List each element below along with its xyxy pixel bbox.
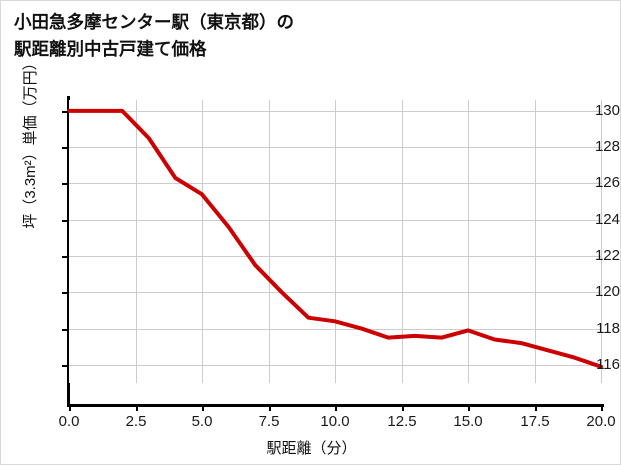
x-tick-mark (69, 405, 71, 411)
x-axis-label: 駅距離（分） (266, 440, 357, 457)
y-tick-mark (62, 256, 68, 258)
y-tick-mark (62, 329, 68, 331)
plot-area (67, 100, 603, 383)
x-tick-label: 7.5 (258, 413, 280, 430)
y-tick-label: 116 (596, 356, 620, 373)
y-tick-label: 128 (594, 138, 620, 155)
line-series-svg (67, 108, 603, 369)
price-line (67, 108, 603, 369)
x-tick-mark (601, 405, 603, 411)
y-tick-label: 124 (594, 211, 620, 228)
y-tick-mark (62, 292, 68, 294)
x-tick-label: 2.5 (125, 413, 147, 430)
chart-title: 小田急多摩センター駅（東京都）の 駅距離別中古戸建て価格 (14, 12, 294, 59)
x-tick-label: 0.0 (58, 413, 80, 430)
y-tick-mark (62, 183, 68, 185)
gridline-vertical (468, 100, 469, 383)
y-axis-label-wrap: 坪（3.3m²）単価（万円） (18, 2, 40, 282)
gridline-vertical (269, 100, 270, 383)
gridline-vertical (535, 100, 536, 383)
y-axis-label: 坪（3.3m²）単価（万円） (21, 55, 39, 229)
gridline-vertical (402, 100, 403, 383)
y-tick-label: 126 (594, 174, 620, 191)
y-tick-label: 120 (594, 283, 620, 300)
x-tick-mark (468, 405, 470, 411)
gridline-vertical (335, 100, 336, 383)
y-axis-line (67, 96, 70, 407)
y-tick-label: 118 (596, 320, 620, 337)
y-tick-label: 122 (594, 247, 620, 264)
gridline-vertical (601, 100, 602, 383)
x-tick-mark (269, 405, 271, 411)
x-tick-mark (202, 405, 204, 411)
y-tick-mark (62, 220, 68, 222)
x-tick-mark (535, 405, 537, 411)
gridline-vertical (202, 100, 203, 383)
x-tick-mark (136, 405, 138, 411)
x-tick-mark (335, 405, 337, 411)
x-tick-label: 10.0 (320, 413, 350, 430)
y-tick-mark (62, 365, 68, 367)
gridline-vertical (136, 100, 137, 383)
y-tick-mark (62, 111, 68, 113)
x-tick-label: 20.0 (586, 413, 616, 430)
x-tick-label: 5.0 (191, 413, 213, 430)
x-tick-label: 15.0 (453, 413, 483, 430)
y-tick-label: 130 (594, 102, 620, 119)
y-tick-mark (62, 147, 68, 149)
x-tick-label: 17.5 (520, 413, 550, 430)
x-tick-label: 12.5 (387, 413, 417, 430)
x-tick-mark (402, 405, 404, 411)
